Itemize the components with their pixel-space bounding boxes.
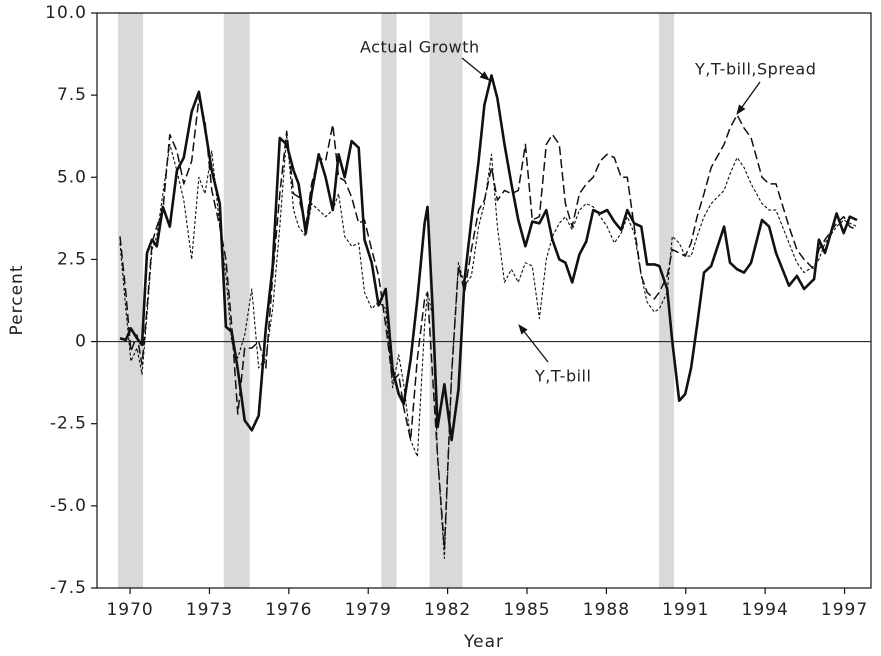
annotation-arrow [736, 81, 761, 115]
annotation: Y,T-bill,Spread [694, 60, 816, 79]
x-tick-label: 1973 [186, 600, 233, 620]
y-tick-label: 7.5 [57, 85, 87, 105]
annotation-arrow [461, 57, 490, 81]
x-tick-label: 1997 [821, 600, 868, 620]
x-tick-label: 1994 [742, 600, 789, 620]
x-axis-label: Year [463, 632, 504, 652]
y-tick-label: 10.0 [45, 3, 87, 23]
recession-band [381, 13, 397, 588]
annotation-arrow [518, 324, 549, 363]
series-line [119, 74, 858, 442]
annotation: Actual Growth [360, 38, 480, 57]
y-tick-label: -7.5 [50, 578, 87, 598]
series-line [119, 97, 858, 550]
x-tick-label: 1988 [583, 600, 630, 620]
y-tick-label: 5.0 [57, 167, 87, 187]
plot-frame [96, 12, 872, 589]
x-tick-label: 1982 [424, 600, 471, 620]
plot [97, 74, 871, 559]
x-tick-label: 1976 [265, 600, 312, 620]
x-tick-label: 1970 [106, 600, 153, 620]
x-tick-label: 1991 [662, 600, 709, 620]
x-tick-label: 1985 [503, 600, 550, 620]
y-axis-label: Percent [7, 265, 27, 336]
annotation: Y,T-bill [534, 367, 591, 386]
y-tick-label: -2.5 [50, 414, 87, 434]
recession-band [117, 13, 144, 588]
series-line [119, 134, 858, 559]
y-tick-label: -5.0 [50, 496, 87, 516]
recession-band [659, 13, 675, 588]
y-tick-label: 2.5 [57, 249, 87, 269]
y-tick-label: 0 [75, 332, 87, 352]
x-tick-label: 1979 [345, 600, 392, 620]
recession-band [223, 13, 250, 588]
